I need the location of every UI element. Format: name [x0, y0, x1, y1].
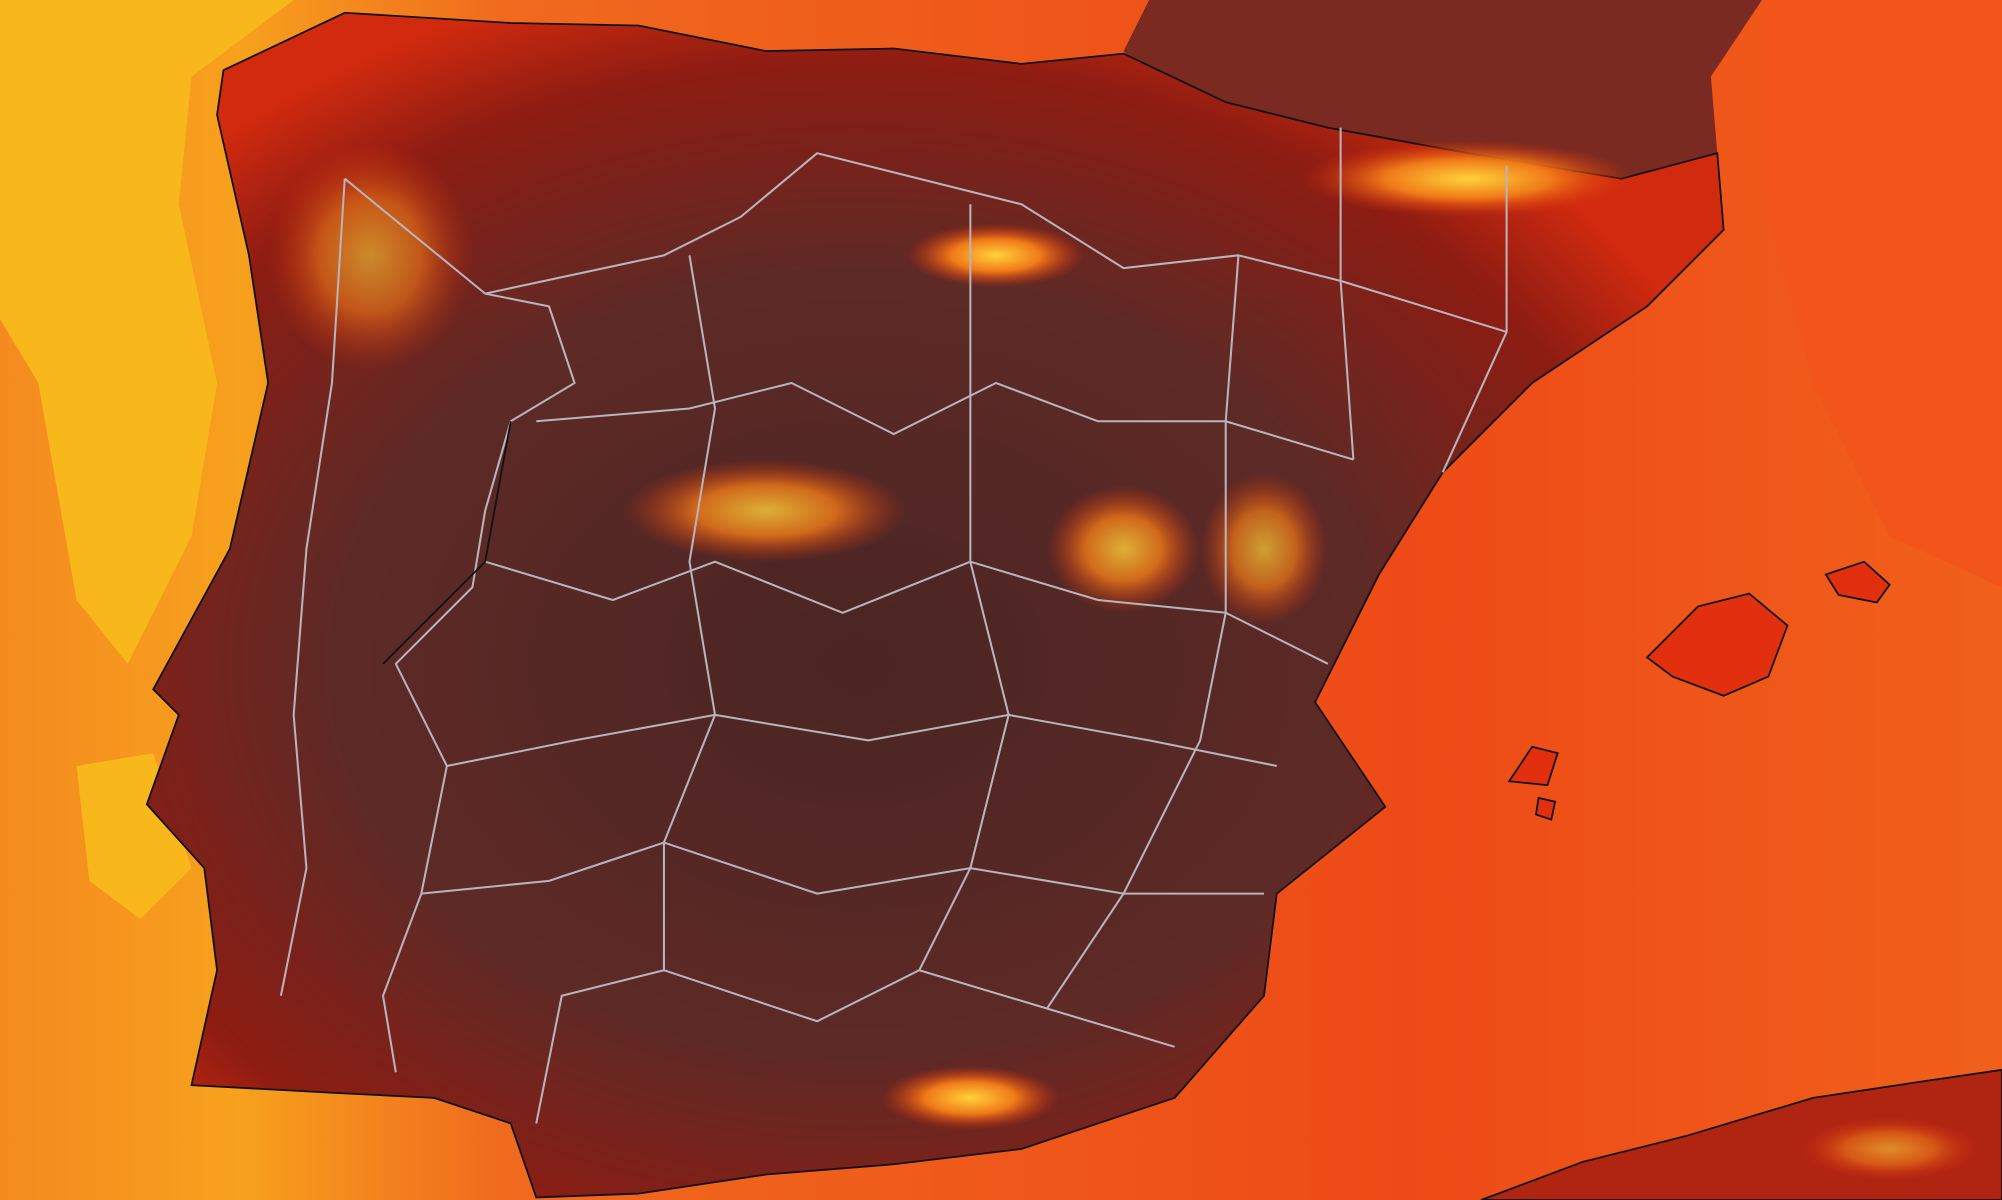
hot-zone: [880, 1065, 1060, 1130]
france: [1123, 0, 1762, 179]
hot-zone: [268, 140, 473, 371]
formentera: [1534, 796, 1557, 821]
ibiza: [1507, 745, 1559, 787]
balearic-islands: [1507, 560, 1891, 821]
cool-sea-area: [0, 0, 294, 664]
region-borders: [279, 127, 1508, 1124]
mallorca: [1645, 592, 1789, 697]
iberia: [145, 11, 1725, 1199]
hot-zone: [906, 223, 1086, 288]
hot-zone: [1046, 485, 1201, 613]
hot-zone: [1800, 1117, 1980, 1181]
menorca: [1824, 560, 1891, 604]
sea-area: [1761, 0, 2002, 588]
hot-zone: [1200, 472, 1328, 626]
hot-zone: [625, 459, 907, 562]
hot-zone: [1302, 140, 1635, 218]
